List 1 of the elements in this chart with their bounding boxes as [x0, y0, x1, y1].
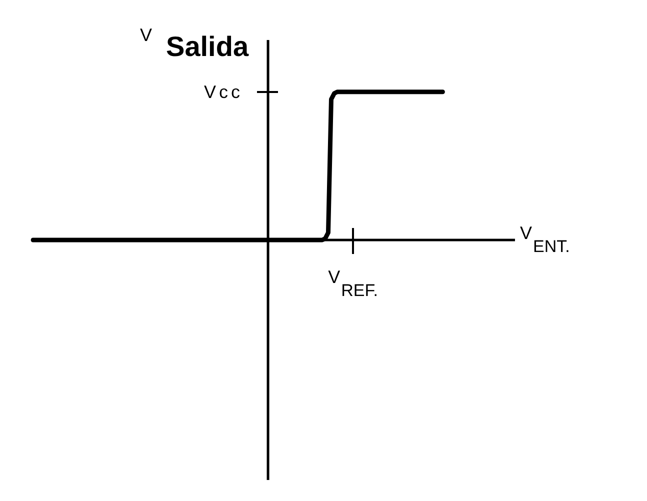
annotation: Vcc — [204, 82, 244, 102]
